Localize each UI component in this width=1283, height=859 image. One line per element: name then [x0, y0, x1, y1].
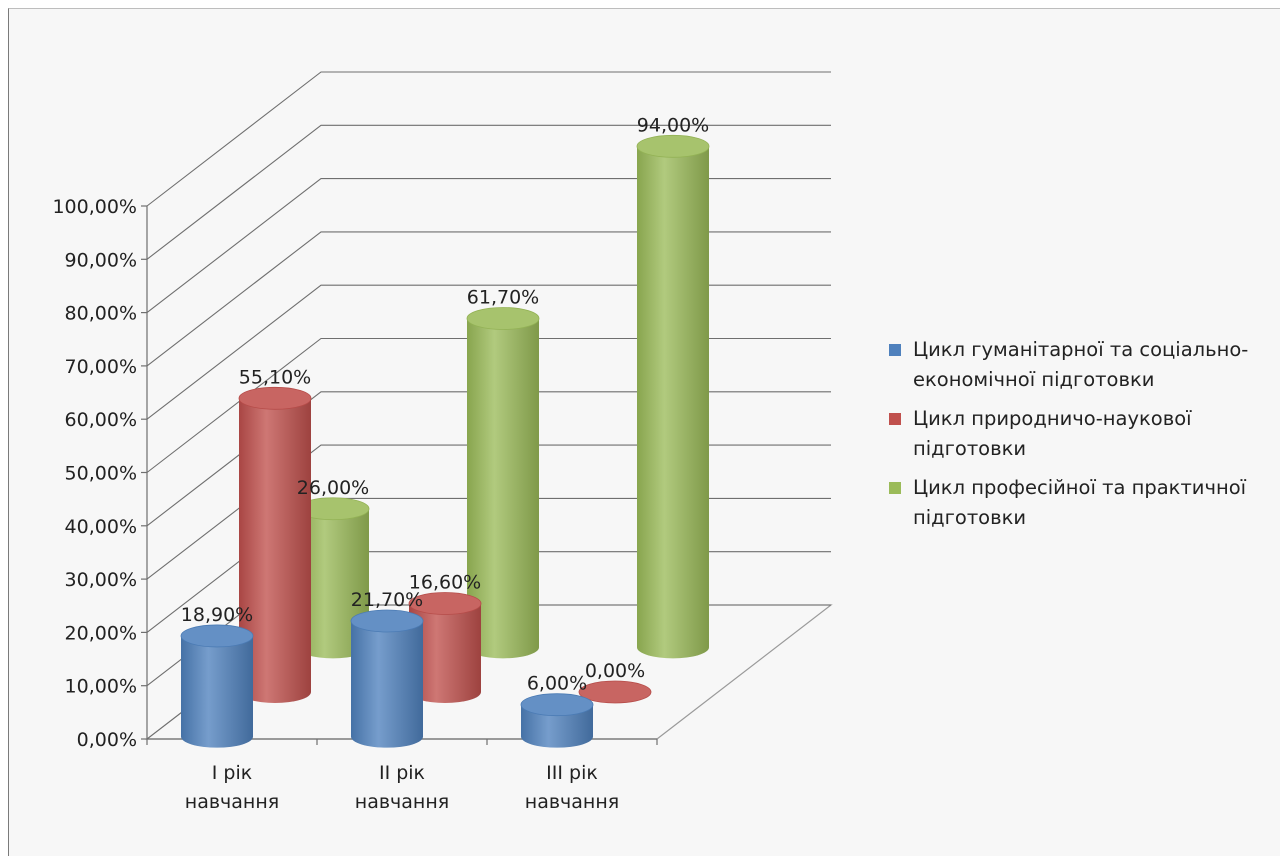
chart-frame: 0,00% 10,00% 20,00% 30,00% 40,00% 50,00% 60,00…	[8, 8, 1280, 856]
legend-swatch	[889, 482, 901, 494]
bar-body	[239, 398, 311, 703]
x-tick-label: II рік навчання	[355, 762, 449, 813]
bar	[636, 134, 710, 659]
bar	[466, 307, 540, 659]
data-label: 94,00%	[637, 114, 709, 136]
y-tick-label: 90,00%	[65, 249, 137, 271]
legend: Цикл гуманітарної та соціально-економічн…	[889, 335, 1283, 542]
data-label: 21,70%	[351, 589, 423, 611]
bar-top	[408, 592, 482, 615]
y-tick-label: 70,00%	[65, 356, 137, 378]
legend-swatch	[889, 344, 901, 356]
legend-label: Цикл гуманітарної та соціально-	[913, 338, 1249, 361]
legend-item: Цикл природничо-наукової підготовки	[889, 404, 1283, 464]
bar-top	[238, 386, 312, 410]
bar	[350, 609, 424, 748]
bar	[180, 624, 254, 748]
y-tick-label: 60,00%	[65, 409, 137, 431]
x-tick-label: III рік навчання	[525, 762, 619, 813]
bar-top	[180, 624, 254, 648]
legend-swatch	[889, 413, 901, 425]
gridline	[146, 71, 831, 207]
data-label: 16,60%	[409, 572, 481, 594]
bar-body	[637, 146, 709, 659]
data-label: 61,70%	[467, 286, 539, 308]
gridline	[146, 124, 831, 260]
bar	[408, 592, 482, 703]
bar	[578, 680, 652, 704]
bar	[520, 693, 594, 748]
bar-top	[350, 609, 424, 633]
bar-top	[466, 307, 540, 330]
legend-label: Цикл природничо-наукової	[913, 407, 1192, 430]
bar-body	[521, 704, 593, 748]
y-tick-label: 50,00%	[65, 463, 137, 485]
bar-body	[467, 318, 539, 659]
data-label: 55,10%	[239, 366, 311, 388]
legend-label: підготовки	[913, 506, 1027, 529]
y-tick-label: 40,00%	[65, 516, 137, 538]
legend-label: економічної підготовки	[913, 368, 1155, 391]
y-tick-label: 10,00%	[65, 676, 137, 698]
bar-body	[351, 621, 423, 748]
y-tick-label: 80,00%	[65, 303, 137, 325]
chart-plot: 0,00% 10,00% 20,00% 30,00% 40,00% 50,00% 60,00…	[52, 71, 833, 813]
y-tick-label: 0,00%	[77, 729, 137, 751]
y-tick-label: 100,00%	[52, 196, 137, 218]
bar-top	[578, 680, 652, 704]
bar-body	[409, 603, 481, 703]
bar	[238, 386, 312, 703]
legend-label: підготовки	[913, 437, 1027, 460]
legend-item: Цикл професійної та практичної підготовки	[889, 473, 1283, 533]
data-label: 18,90%	[181, 604, 253, 626]
legend-label: Цикл професійної та практичної	[913, 476, 1247, 499]
data-label: 26,00%	[297, 477, 369, 499]
y-tick-label: 20,00%	[65, 622, 137, 644]
legend-item: Цикл гуманітарної та соціально-економічн…	[889, 335, 1283, 395]
bar-top	[520, 693, 594, 717]
y-tick-label: 30,00%	[65, 569, 137, 591]
x-tick-label: I рік навчання	[185, 762, 279, 813]
bar-body	[181, 635, 253, 748]
bar-top	[636, 134, 710, 158]
data-label: 6,00%	[527, 673, 587, 695]
data-label: 0,00%	[585, 660, 645, 682]
